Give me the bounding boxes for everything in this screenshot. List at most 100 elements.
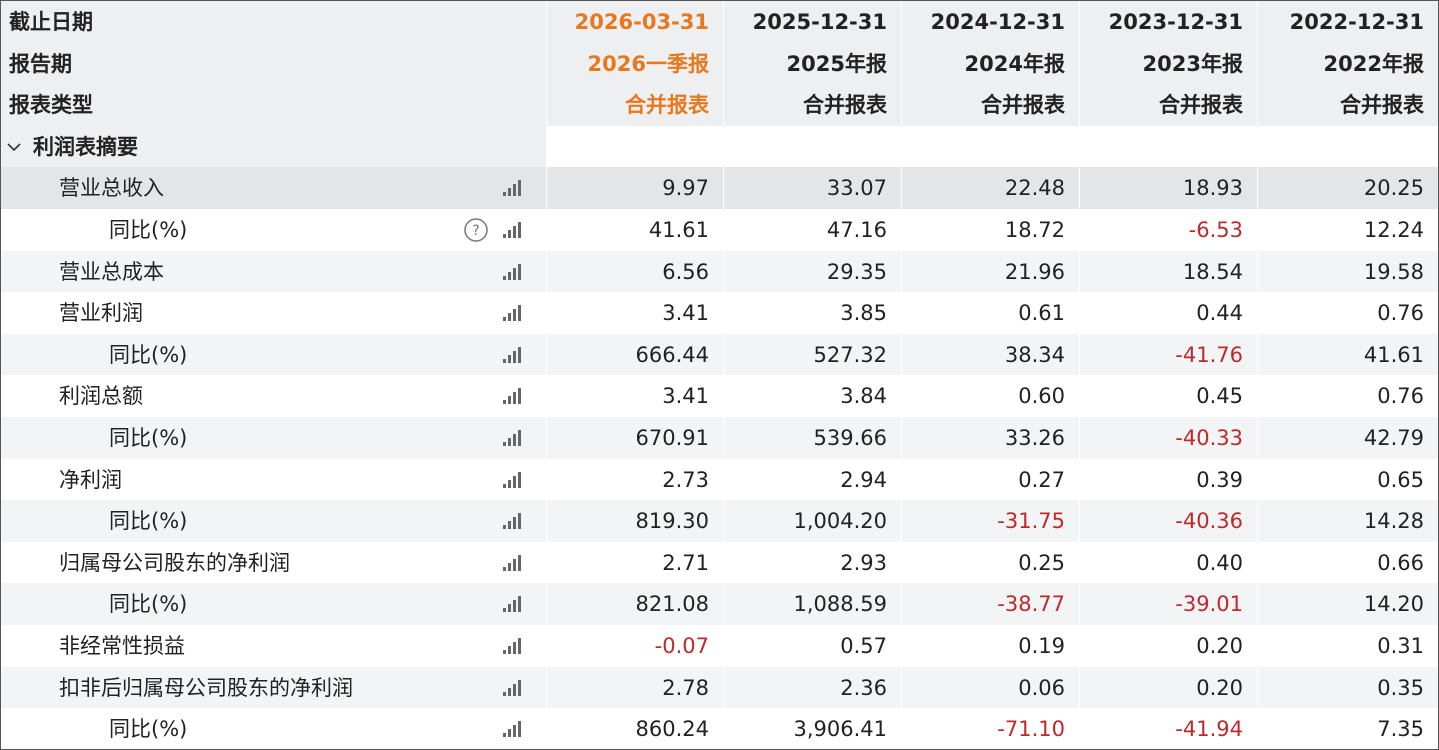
row-value: 821.08 xyxy=(546,583,723,626)
row-label: 同比(%) xyxy=(109,218,188,242)
chart-icon[interactable] xyxy=(501,719,523,739)
row-value: 0.66 xyxy=(1257,541,1438,584)
help-icon[interactable]: ? xyxy=(463,217,489,243)
data-row: 同比(%) 670.91 539.66 33.26 -40.33 42.79 xyxy=(1,417,1438,459)
data-row: 同比(%)? 41.61 47.16 18.72 -6.53 12.24 xyxy=(1,209,1438,251)
row-value: 18.54 xyxy=(1079,250,1257,293)
section-fill xyxy=(546,125,1438,168)
row-value: 819.30 xyxy=(546,500,723,543)
row-label: 同比(%) xyxy=(109,717,188,742)
chart-icon[interactable] xyxy=(501,470,523,490)
row-value: 6.56 xyxy=(546,250,723,293)
row-label: 营业总成本 xyxy=(59,259,164,284)
row-value: 33.26 xyxy=(901,417,1079,459)
svg-text:?: ? xyxy=(472,223,479,239)
row-value: -38.77 xyxy=(901,583,1079,626)
row-value: 3.41 xyxy=(546,375,723,418)
chart-icon[interactable] xyxy=(501,262,523,282)
row-label: 同比(%) xyxy=(109,509,188,534)
row-value: 14.28 xyxy=(1257,500,1438,543)
data-row: 归属母公司股东的净利润 2.71 2.93 0.25 0.40 0.66 xyxy=(1,541,1438,584)
row-value: 2.71 xyxy=(546,541,723,584)
row-value: 0.61 xyxy=(901,292,1079,335)
row-value: -41.76 xyxy=(1079,333,1257,376)
row-value: 14.20 xyxy=(1257,583,1438,626)
chart-icon[interactable] xyxy=(501,303,523,323)
chart-icon[interactable] xyxy=(501,636,523,656)
row-value: 20.25 xyxy=(1257,167,1438,210)
row-value: 539.66 xyxy=(723,417,901,459)
row-value: 0.31 xyxy=(1257,625,1438,667)
row-value: 42.79 xyxy=(1257,417,1438,459)
row-value: 0.39 xyxy=(1079,458,1257,501)
row-label: 归属母公司股东的净利润 xyxy=(59,550,290,575)
chevron[interactable] xyxy=(7,142,21,152)
row-label: 同比(%) xyxy=(109,592,188,617)
chart-icon[interactable] xyxy=(501,594,523,614)
header-value: 2026-03-31 xyxy=(546,1,723,43)
row-value: 0.19 xyxy=(901,625,1079,667)
row-label: 净利润 xyxy=(59,467,122,492)
row-value: 47.16 xyxy=(723,209,901,251)
header-value: 合并报表 xyxy=(901,84,1079,127)
chart-icon[interactable] xyxy=(501,345,523,365)
row-value: 18.72 xyxy=(901,209,1079,251)
row-value: -71.10 xyxy=(901,708,1079,749)
chart-icon[interactable] xyxy=(501,428,523,448)
row-value: -31.75 xyxy=(901,500,1079,543)
row-value: 2.78 xyxy=(546,666,723,709)
data-row: 利润总额 3.41 3.84 0.60 0.45 0.76 xyxy=(1,375,1438,418)
data-row: 营业总收入 9.97 33.07 22.48 18.93 20.25 xyxy=(1,167,1438,210)
data-row: 非经常性损益 -0.07 0.57 0.19 0.20 0.31 xyxy=(1,625,1438,667)
row-value: 2.36 xyxy=(723,666,901,709)
header-label: 报表类型 xyxy=(9,93,93,118)
row-value: -0.07 xyxy=(546,625,723,667)
row-label: 营业总收入 xyxy=(59,176,164,201)
data-row: 同比(%) 860.24 3,906.41 -71.10 -41.94 7.35 xyxy=(1,708,1438,749)
row-value: 41.61 xyxy=(1257,333,1438,376)
header-value: 合并报表 xyxy=(1257,84,1438,127)
header-value: 2024年报 xyxy=(901,42,1079,85)
row-value: 2.94 xyxy=(723,458,901,501)
data-row: 净利润 2.73 2.94 0.27 0.39 0.65 xyxy=(1,458,1438,501)
row-value: -6.53 xyxy=(1079,209,1257,251)
data-row: 营业总成本 6.56 29.35 21.96 18.54 19.58 xyxy=(1,250,1438,293)
row-label: 非经常性损益 xyxy=(59,634,185,658)
row-value: 19.58 xyxy=(1257,250,1438,293)
chart-icon[interactable] xyxy=(501,678,523,698)
chart-icon[interactable] xyxy=(501,386,523,406)
header-value: 2023年报 xyxy=(1079,42,1257,85)
row-value: 38.34 xyxy=(901,333,1079,376)
chart-icon[interactable] xyxy=(501,178,523,198)
header-row: 报表类型 合并报表 合并报表 合并报表 合并报表 合并报表 xyxy=(1,84,1438,127)
row-value: 29.35 xyxy=(723,250,901,293)
chart-icon[interactable] xyxy=(501,553,523,573)
row-value: 860.24 xyxy=(546,708,723,749)
row-value: 0.06 xyxy=(901,666,1079,709)
chart-icon[interactable] xyxy=(501,220,523,240)
row-value: 0.20 xyxy=(1079,625,1257,667)
section-title: 利润表摘要 xyxy=(33,134,138,159)
collapse-toggle[interactable] xyxy=(7,126,21,168)
row-value: 2.93 xyxy=(723,541,901,584)
row-label: 同比(%) xyxy=(109,426,188,450)
row-value: 0.76 xyxy=(1257,292,1438,335)
header-value: 合并报表 xyxy=(723,84,901,127)
row-label: 营业利润 xyxy=(59,301,143,326)
header-value: 2024-12-31 xyxy=(901,1,1079,43)
data-row: 同比(%) 819.30 1,004.20 -31.75 -40.36 14.28 xyxy=(1,500,1438,543)
header-value: 2023-12-31 xyxy=(1079,1,1257,43)
row-value: -39.01 xyxy=(1079,583,1257,626)
row-value: 0.76 xyxy=(1257,375,1438,418)
row-value: 9.97 xyxy=(546,167,723,210)
row-value: 0.57 xyxy=(723,625,901,667)
row-value: 0.45 xyxy=(1079,375,1257,418)
header-value: 合并报表 xyxy=(1079,84,1257,127)
row-value: 18.93 xyxy=(1079,167,1257,210)
header-value: 2025年报 xyxy=(723,42,901,85)
header-row: 截止日期 2026-03-31 2025-12-31 2024-12-31 2023-1… xyxy=(1,1,1438,43)
row-value: 21.96 xyxy=(901,250,1079,293)
row-value: 1,004.20 xyxy=(723,500,901,543)
chart-icon[interactable] xyxy=(501,511,523,531)
row-value: 3.41 xyxy=(546,292,723,335)
